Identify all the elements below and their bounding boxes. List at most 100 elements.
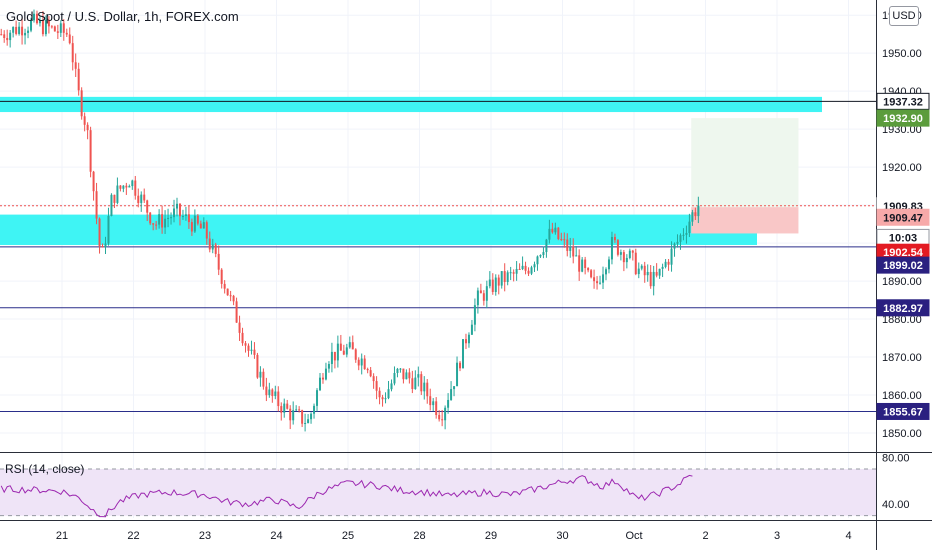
candle-body <box>524 265 527 271</box>
price-tag-label: 1899.02 <box>883 260 923 272</box>
candle-body <box>342 350 345 355</box>
price-tag-label: 1902.54 <box>883 247 924 259</box>
price-tag: 1855.67 <box>876 402 930 420</box>
candle-body <box>143 194 146 201</box>
long-position-tool <box>0 118 876 234</box>
y-tick-label: 1890.00 <box>882 276 922 288</box>
candle-body <box>527 270 530 274</box>
candle-body <box>283 403 286 413</box>
candle-body <box>658 268 661 276</box>
candle-body <box>360 358 363 366</box>
candle-body <box>217 253 220 270</box>
candle-body <box>411 378 414 390</box>
candle-body <box>3 34 6 38</box>
x-tick-label: 23 <box>199 530 211 542</box>
candle-body <box>205 222 208 239</box>
x-tick-label: 2 <box>702 530 708 542</box>
candle-body <box>321 377 324 380</box>
candle-body <box>587 268 590 271</box>
candle-body <box>253 349 256 355</box>
candle-body <box>107 215 110 244</box>
candle-body <box>694 212 697 217</box>
y-tick-label: 1870.00 <box>882 352 922 364</box>
candle-body <box>173 208 176 218</box>
candle-body <box>247 345 250 351</box>
candle-body <box>497 277 500 286</box>
candle-body <box>32 13 35 21</box>
candle-body <box>95 191 98 219</box>
candle-body <box>190 222 193 232</box>
candle-body <box>167 217 170 219</box>
candle-body <box>643 265 646 276</box>
price-tag: 1899.02 <box>876 256 930 274</box>
y-tick-label: 1930.00 <box>882 124 922 136</box>
candle-body <box>390 383 393 390</box>
candle-body <box>578 255 581 272</box>
candle-body <box>676 241 679 244</box>
candle-body <box>274 391 277 397</box>
candle-body <box>482 293 485 301</box>
candle-body <box>584 259 587 269</box>
price-tags: 1937.321932.901909.831909.4710:031902.54… <box>876 92 930 420</box>
x-tick-label: 28 <box>413 530 425 542</box>
candle-body <box>181 216 184 218</box>
candle-body <box>226 288 229 296</box>
candle-body <box>18 26 21 34</box>
candle-body <box>420 374 423 392</box>
candle-body <box>137 195 140 204</box>
candle-body <box>473 305 476 325</box>
candle-body <box>372 376 375 382</box>
currency-button[interactable]: USD <box>889 6 919 26</box>
candle-body <box>164 218 167 228</box>
candle-body <box>512 272 515 274</box>
candle-body <box>604 269 607 275</box>
candle-body <box>86 124 89 131</box>
candle-body <box>27 30 30 33</box>
candle-body <box>15 26 18 34</box>
candle-body <box>429 396 432 406</box>
price-tag-label: 10:03 <box>889 232 917 244</box>
target-zone <box>691 118 799 208</box>
candle-body <box>77 68 80 91</box>
candle-body <box>140 194 143 204</box>
candle-body <box>324 368 327 380</box>
candle-body <box>625 257 628 263</box>
candle-body <box>68 34 71 44</box>
x-tick-label: 21 <box>56 530 68 542</box>
candle-body <box>691 212 694 222</box>
candle-body <box>330 351 333 365</box>
candle-body <box>536 256 539 265</box>
candle-body <box>30 20 33 31</box>
price-tag: 1932.90 <box>876 109 930 127</box>
candle-body <box>613 236 616 241</box>
candle-body <box>354 349 357 360</box>
price-tag-bg <box>876 92 930 110</box>
candle-body <box>357 359 360 366</box>
chart-title: Gold Spot / U.S. Dollar, 1h, FOREX.com <box>6 9 239 24</box>
candle-body <box>438 415 441 420</box>
candle-body <box>56 31 59 33</box>
candle-body <box>199 223 202 229</box>
candle-body <box>0 34 3 36</box>
candle-body <box>593 277 596 282</box>
candle-body <box>461 339 464 369</box>
candle-body <box>24 32 27 36</box>
candle-body <box>62 23 65 33</box>
candle-body <box>119 185 122 189</box>
price-tag-label: 1932.90 <box>883 113 923 125</box>
rsi-tick-label: 40.00 <box>882 499 910 511</box>
candle-body <box>131 180 134 187</box>
candle-body <box>634 252 637 275</box>
candle-body <box>241 332 244 344</box>
price-tag-bg <box>876 299 930 317</box>
candle-body <box>318 377 321 391</box>
candle-body <box>560 238 563 240</box>
candle-body <box>581 259 584 272</box>
candle-body <box>345 347 348 355</box>
y-tick-label: 1880.00 <box>882 314 922 326</box>
candle-body <box>158 214 161 225</box>
candle-body <box>652 271 655 287</box>
candle-body <box>515 268 518 274</box>
candle-body <box>53 26 56 32</box>
